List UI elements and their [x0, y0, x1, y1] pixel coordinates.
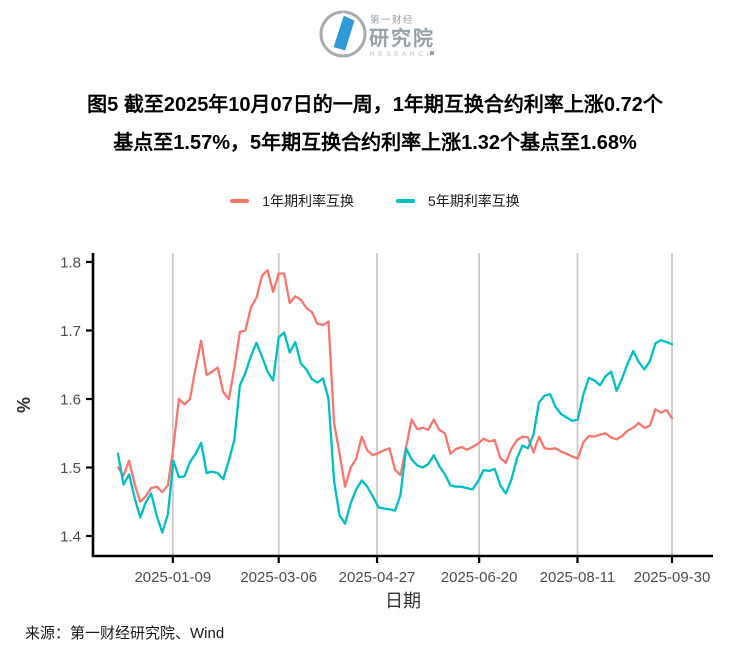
series-line-2: [116, 331, 674, 534]
series-line-1: [116, 269, 674, 503]
brand-logo: 第一财经 研究院 RESEARCH: [319, 10, 435, 58]
x-tick-label: 2025-01-09: [134, 569, 211, 586]
source-note: 来源：第一财经研究院、Wind: [25, 625, 225, 642]
legend-item: 5年期利率互换: [396, 191, 520, 211]
figure-title-line1: 图5 截至2025年10月07日的一周，1年期互换合约利率上涨0.72个: [87, 94, 663, 116]
y-tick-label: 1.7: [60, 323, 81, 340]
chart-svg: % 日期 2025-01-09 2025-03-06 2025-04-27 2025-…: [14, 253, 713, 611]
x-tick-label: 2025-03-06: [240, 569, 317, 586]
legend-item: 1年期利率互换: [230, 191, 354, 211]
y-tick-label: 1.4: [60, 529, 81, 546]
legend-swatch-icon: [396, 199, 415, 203]
logo-text-en: RESEARCH: [370, 51, 435, 58]
figure-title-line2: 基点至1.57%，5年期互换合约利率上涨1.32个基点至1.68%: [113, 132, 637, 154]
y-tick-label: 1.6: [60, 392, 81, 409]
logo-text-cn-large: 研究院: [369, 26, 435, 50]
y-axis-title: %: [14, 397, 34, 413]
x-axis-title: 日期: [385, 591, 421, 611]
logo-text-cn-small: 第一财经: [370, 14, 414, 26]
logo-ring-icon: [319, 10, 367, 58]
legend-swatch-icon: [230, 199, 250, 203]
x-tick-label: 2025-08-11: [540, 569, 616, 586]
legend-label: 5年期利率互换: [428, 193, 520, 209]
x-tick-label: 2025-06-20: [441, 569, 518, 586]
y-tick-label: 1.8: [60, 255, 81, 272]
logo-dot: [430, 51, 434, 55]
chart-legend: 1年期利率互换 5年期利率互换: [0, 190, 750, 212]
x-tick-label: 2025-04-27: [339, 569, 416, 586]
logo-mark-icon: [330, 12, 358, 54]
x-tick-label: 2025-09-30: [634, 569, 711, 586]
figure-title: 图5 截至2025年10月07日的一周，1年期互换合约利率上涨0.72个 基点至…: [20, 86, 730, 162]
y-tick-label: 1.5: [60, 460, 81, 477]
legend-label: 1年期利率互换: [262, 193, 354, 209]
